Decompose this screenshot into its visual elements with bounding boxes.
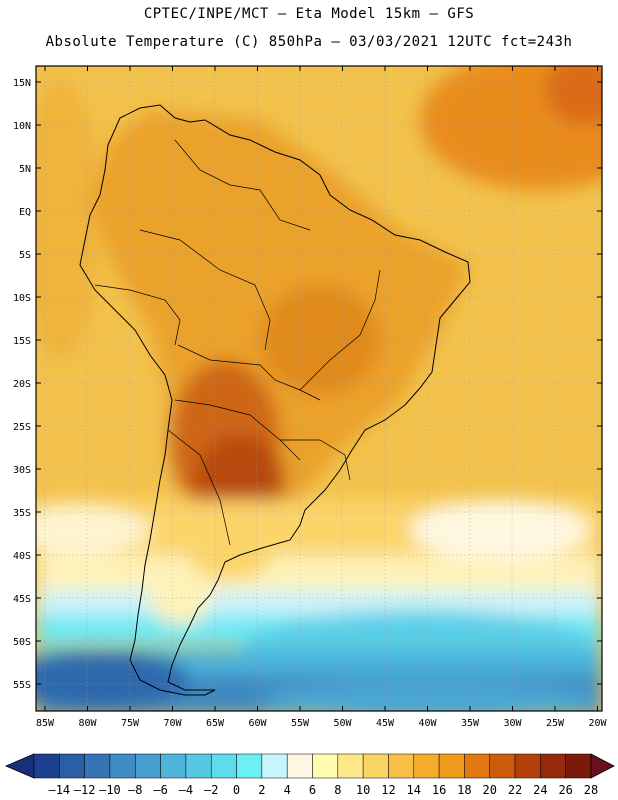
colorbar-swatch — [236, 753, 263, 779]
lat-tick-label: 5S — [19, 250, 31, 261]
colorbar-swatch — [362, 753, 389, 779]
colorbar-label: 0 — [233, 783, 240, 797]
colorbar-label: –2 — [204, 783, 218, 797]
map-frame — [35, 65, 603, 712]
colorbar-label: 14 — [407, 783, 421, 797]
colorbar-label: –6 — [153, 783, 167, 797]
colorbar-swatch — [388, 753, 415, 779]
lon-tick-label: 75W — [121, 718, 140, 729]
map-title: CPTEC/INPE/MCT – Eta Model 15km – GFS — [143, 6, 475, 22]
colorbar-label: –12 — [74, 783, 96, 797]
lat-tick-label: 50S — [13, 637, 31, 648]
colorbar-label: 4 — [284, 783, 291, 797]
lon-tick-label: 55W — [291, 718, 310, 729]
colorbar-swatch — [464, 753, 490, 779]
lat-tick-label: 25S — [13, 422, 31, 433]
colorbar-label: 8 — [334, 783, 341, 797]
colorbar-swatch — [438, 753, 465, 779]
colorbar-label: –10 — [99, 783, 121, 797]
colorbar-swatch — [312, 753, 339, 779]
colorbar-swatch — [413, 753, 440, 779]
colorbar-label: –8 — [128, 783, 142, 797]
colorbar-label: 20 — [483, 783, 497, 797]
lat-tick-label: 15S — [13, 336, 31, 347]
lat-tick-label: 10N — [13, 121, 31, 132]
lon-tick-label: 30W — [503, 718, 522, 729]
colorbar-label: –14 — [48, 783, 70, 797]
colorbar-swatch — [84, 753, 111, 779]
lat-tick-label: 55S — [13, 680, 31, 691]
lon-tick-label: 85W — [36, 718, 55, 729]
colorbar-swatch — [286, 753, 313, 779]
colorbar-swatch — [337, 753, 364, 779]
lat-tick-label: 10S — [13, 293, 31, 304]
colorbar-over-arrow — [590, 753, 615, 779]
colorbar-label: 6 — [309, 783, 316, 797]
colorbar-label: 26 — [558, 783, 572, 797]
colorbar: –14 –12 –10 –8 –6 –4 –2 0 2 4 6 8 10 12 14 16 18 20 22 24 26… — [4, 753, 615, 797]
colorbar-swatch — [489, 753, 516, 779]
lat-tick-label: 20S — [13, 379, 31, 390]
colorbar-swatch — [160, 753, 187, 779]
lon-tick-label: 80W — [78, 718, 97, 729]
lon-tick-label: 35W — [461, 718, 480, 729]
lat-tick-label: 30S — [13, 465, 31, 476]
colorbar-swatch — [33, 753, 60, 779]
map-subtitle: Absolute Temperature (C) 850hPa – 03/03/… — [45, 34, 573, 50]
colorbar-swatch — [540, 753, 566, 779]
colorbar-swatch — [261, 753, 288, 779]
lon-tick-label: 60W — [248, 718, 267, 729]
colorbar-label: 2 — [258, 783, 265, 797]
lon-tick-label: 25W — [546, 718, 565, 729]
latitude-axis: 15N 10N 5N EQ 5S 10S 15S 20S 25S 30S 35S 40S 45S 50S 5… — [13, 78, 602, 691]
colorbar-under-arrow — [4, 753, 35, 779]
colorbar-swatch — [109, 753, 136, 779]
colorbar-label: 22 — [508, 783, 522, 797]
south-america-coastline — [79, 104, 471, 696]
lon-tick-label: 65W — [206, 718, 225, 729]
lon-tick-label: 45W — [376, 718, 395, 729]
lat-tick-label: 45S — [13, 594, 31, 605]
lat-tick-label: 15N — [13, 78, 31, 89]
lat-tick-label: 5N — [19, 164, 31, 175]
lon-tick-label: 50W — [333, 718, 352, 729]
colorbar-swatch — [59, 753, 85, 779]
colorbar-label: –4 — [179, 783, 193, 797]
colorbar-label: 16 — [432, 783, 446, 797]
colorbar-label: 12 — [381, 783, 395, 797]
lon-tick-label: 40W — [418, 718, 437, 729]
colorbar-swatch — [565, 753, 592, 779]
temperature-field — [36, 66, 602, 711]
colorbar-swatch — [135, 753, 161, 779]
lat-tick-label: 35S — [13, 508, 31, 519]
colorbar-label: 28 — [584, 783, 598, 797]
colorbar-label: 18 — [457, 783, 471, 797]
colorbar-swatch — [514, 753, 541, 779]
longitude-axis: 85W 80W 75W 70W 65W 60W 55W 50W 45W 40W 35W 30W 25W 2… — [36, 66, 608, 729]
lon-tick-label: 20W — [588, 718, 607, 729]
colorbar-swatch — [185, 753, 212, 779]
lat-tick-label: EQ — [19, 207, 31, 218]
colorbar-swatch — [210, 753, 237, 779]
country-borders — [94, 139, 381, 546]
colorbar-label: 10 — [356, 783, 370, 797]
lat-tick-label: 40S — [13, 551, 31, 562]
lon-tick-label: 70W — [163, 718, 182, 729]
colorbar-label: 24 — [533, 783, 547, 797]
